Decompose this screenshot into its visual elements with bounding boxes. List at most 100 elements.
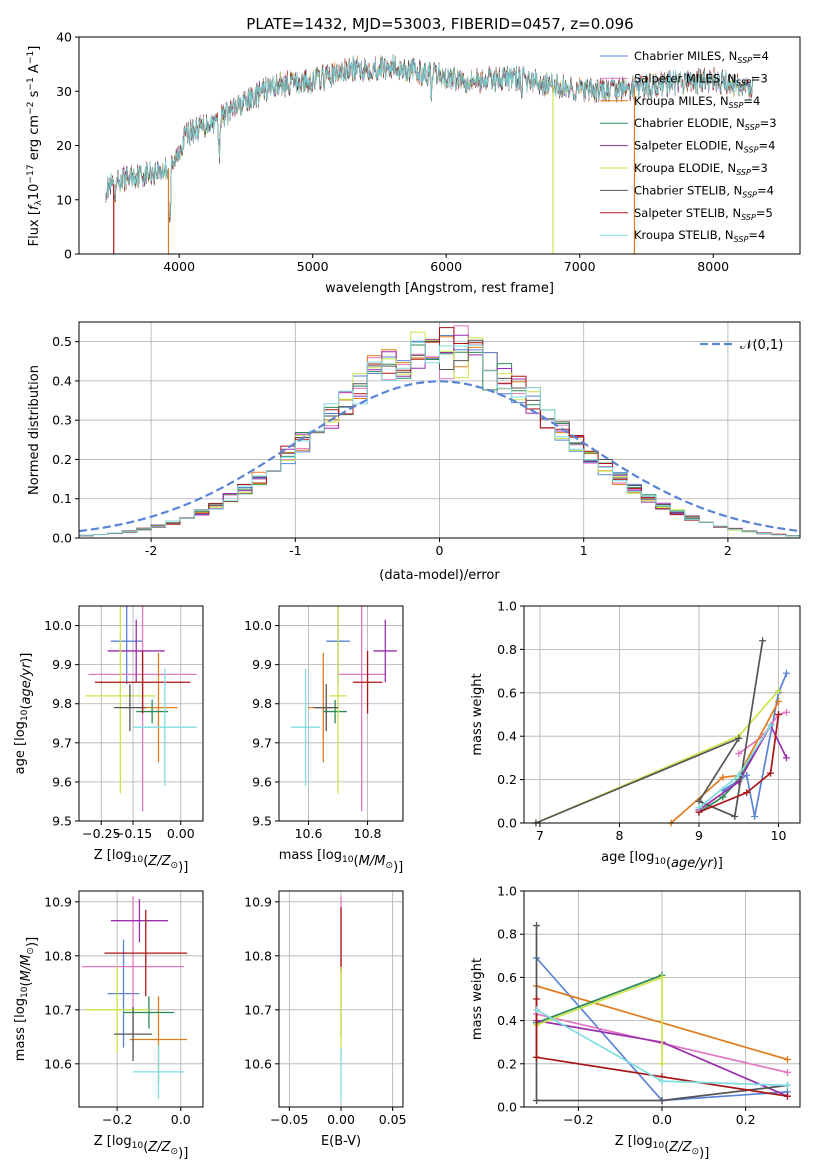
x-axis-label: E(B-V): [321, 1134, 361, 1149]
weight-marker: [782, 754, 790, 762]
weight-line-kroupa-elodie: [535, 690, 780, 824]
panel-weight_vs_age: 7 8 9 10 0.0 0.2 0.4 0.6 0.8 1.0 age [log10(age/yr…: [470, 599, 801, 871]
x-axis-label: Z [log10(Z/Z⊙)]: [615, 1134, 710, 1161]
y-tick-label: 9.9: [252, 657, 272, 672]
x-tick-label: 10.8: [354, 826, 382, 841]
x-tick-label: −0.2: [563, 1112, 593, 1127]
legend-entry: 𝒩(0,1): [740, 338, 783, 353]
figure-title: PLATE=1432, MJD=53003, FIBERID=0457, z=0…: [246, 15, 633, 33]
x-tick-label: 7: [536, 828, 544, 843]
x-tick-label: 10: [771, 828, 787, 843]
legend-entry: Chabrier MILES, NSSP=4: [634, 49, 769, 65]
legend-entry: Chabrier ELODIE, NSSP=3: [634, 116, 777, 132]
x-tick-label: 8000: [697, 259, 729, 274]
y-tick-label: 20: [56, 138, 72, 153]
weight-line-chabrier-stelib: [535, 640, 764, 824]
x-tick-label: 4000: [163, 259, 195, 274]
weight-marker: [783, 1055, 791, 1063]
y-tick-label: 10.9: [244, 894, 272, 909]
y-tick-label: 10.8: [244, 948, 272, 963]
x-tick-label: 8: [615, 828, 623, 843]
y-axis-label: Normed distribution: [27, 365, 42, 495]
y-tick-label: 0.8: [497, 642, 517, 657]
x-tick-label: -1: [289, 543, 301, 558]
axes-frame: [523, 890, 801, 1108]
weight-marker: [533, 1097, 541, 1105]
chart-panels: 4000 5000 6000 7000 8000 0 10 20 30 40 wavelength …: [13, 30, 801, 1161]
x-tick-label: −0.2: [102, 1112, 132, 1127]
spectrum-kroupa-stelib: [105, 53, 754, 218]
y-tick-label: 0.0: [497, 816, 517, 831]
y-tick-label: 0.6: [497, 685, 517, 700]
panel-spectrum: 4000 5000 6000 7000 8000 0 10 20 30 40 wavelength …: [26, 30, 801, 296]
y-tick-label: 30: [56, 84, 72, 99]
y-tick-label: 10.7: [244, 1002, 272, 1017]
y-axis-label: mass [log10(M/M⊙)]: [13, 937, 40, 1061]
weight-marker: [751, 812, 759, 820]
x-axis-label: (data-model)/error: [379, 568, 500, 583]
x-tick-label: 0.0: [171, 1112, 191, 1127]
x-tick-label: 0.00: [327, 1112, 355, 1127]
legend-entry: Kroupa MILES, NSSP=4: [634, 94, 760, 110]
axes-frame: [78, 605, 204, 822]
axes-frame: [78, 321, 801, 539]
panel-ebv_vs_mass: −0.05 0.00 0.05 10.6 10.7 10.8 10.9 E(B-V): [244, 890, 407, 1149]
weight-marker: [775, 687, 783, 695]
x-tick-label: -2: [145, 543, 157, 558]
x-tick-label: −0.25: [82, 826, 120, 841]
weight-line-chabrier-elodie: [536, 974, 663, 1024]
axes-frame: [278, 890, 404, 1108]
x-axis-label: Z [log10(Z/Z⊙)]: [94, 1134, 189, 1161]
y-tick-label: 10.0: [44, 618, 72, 633]
y-tick-label: 40: [56, 30, 72, 45]
y-tick-label: 9.9: [52, 657, 72, 672]
y-tick-label: 10.6: [44, 1056, 72, 1071]
x-tick-label: 6000: [430, 259, 462, 274]
axes-frame: [523, 605, 801, 824]
x-axis-label: wavelength [Angstrom, rest frame]: [325, 281, 554, 296]
weight-marker: [719, 773, 727, 781]
y-axis-label: mass weight: [470, 958, 485, 1040]
y-tick-label: 0.0: [52, 531, 72, 546]
weight-marker: [533, 922, 541, 930]
error-bars: [82, 896, 188, 1099]
y-tick-label: 9.8: [52, 696, 72, 711]
weight-marker: [782, 708, 790, 716]
x-tick-label: 1: [580, 543, 588, 558]
x-tick-label: 7000: [564, 259, 596, 274]
x-axis-label: age [log10(age/yr)]: [601, 850, 723, 871]
y-tick-label: 1.0: [497, 884, 517, 899]
legend-entry: Kroupa STELIB, NSSP=4: [634, 228, 765, 244]
x-tick-label: 0.0: [652, 1112, 672, 1127]
y-tick-label: 0.3: [52, 413, 72, 428]
panel-weight_vs_z: −0.2 0.0 0.2 0.0 0.2 0.4 0.6 0.8 1.0 Z [log10(Z/Z…: [470, 884, 801, 1161]
y-tick-label: 0.5: [52, 334, 72, 349]
x-tick-label: 2: [724, 543, 732, 558]
x-tick-label: 0.00: [167, 826, 195, 841]
error-bars: [290, 606, 398, 812]
y-tick-label: 9.7: [252, 735, 272, 750]
legend-entry: Chabrier STELIB, NSSP=4: [634, 183, 774, 199]
y-tick-label: 9.6: [52, 774, 72, 789]
y-tick-label: 0.4: [497, 729, 517, 744]
weight-marker: [731, 812, 739, 820]
y-tick-label: 0.2: [52, 452, 72, 467]
weight-marker: [735, 771, 743, 779]
normal-curve: [78, 380, 801, 533]
y-tick-label: 0.8: [497, 927, 517, 942]
weight-marker: [743, 771, 751, 779]
weight-marker: [533, 995, 541, 1003]
x-tick-label: −0.15: [114, 826, 152, 841]
legend-entry: Salpeter STELIB, NSSP=5: [634, 206, 773, 222]
x-tick-label: 5000: [297, 259, 329, 274]
weight-line-salpeter-stelib: [698, 714, 780, 813]
weight-marker: [533, 1006, 541, 1014]
weight-marker: [775, 697, 783, 705]
axes-frame: [278, 605, 404, 822]
y-tick-label: 0: [64, 247, 72, 262]
weight-marker: [695, 797, 703, 805]
y-tick-label: 10.0: [244, 618, 272, 633]
weight-marker: [719, 793, 727, 801]
y-tick-label: 10: [56, 192, 72, 207]
